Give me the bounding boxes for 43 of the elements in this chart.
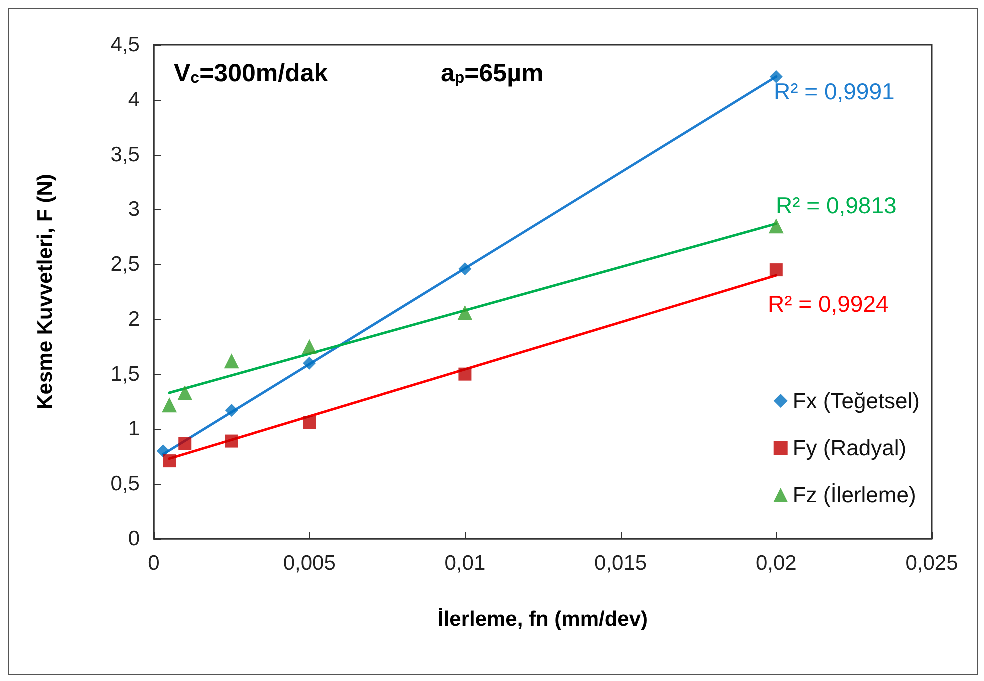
point xyxy=(178,385,193,400)
point xyxy=(458,368,472,381)
point xyxy=(178,436,192,450)
series-label: R² = 0,9991 xyxy=(774,78,895,104)
point xyxy=(303,356,316,370)
y-tick-label: 4 xyxy=(128,88,140,112)
x-tick-label: 0,025 xyxy=(906,552,958,575)
x-tick-label: 0 xyxy=(148,552,160,575)
x-tick-label: 0,01 xyxy=(444,552,486,575)
point xyxy=(156,444,170,458)
point xyxy=(770,264,783,277)
x-tick-label: 0,02 xyxy=(756,552,797,575)
point xyxy=(162,398,178,413)
y-tick-label: 1 xyxy=(128,418,140,441)
y-axis-title: Kesme Kuvvetleri, F (N) xyxy=(34,174,57,410)
point xyxy=(458,262,472,276)
x-tick-label: 0,005 xyxy=(283,552,336,575)
legend-label: Fx (Teğetsel) xyxy=(792,388,920,414)
point xyxy=(303,416,316,430)
annotation: Vc=300m/dak xyxy=(174,60,328,88)
point xyxy=(225,404,238,418)
y-tick-label: 3 xyxy=(128,198,140,222)
point xyxy=(770,70,783,84)
point xyxy=(768,218,784,234)
annotation: ap=65µm xyxy=(441,60,544,88)
point xyxy=(163,454,176,468)
point xyxy=(224,354,240,369)
y-tick-label: 3,5 xyxy=(110,143,140,166)
y-tick-label: 2 xyxy=(128,308,140,331)
point xyxy=(225,434,238,448)
y-tick-label: 1,5 xyxy=(110,362,140,386)
x-tick-label: 0,015 xyxy=(594,552,648,575)
legend-label: Fy (Radyal) xyxy=(792,436,907,460)
series-label: R² = 0,9924 xyxy=(768,291,890,318)
point xyxy=(458,305,473,320)
series-label: R² = 0,9813 xyxy=(776,192,897,218)
y-tick-label: 0 xyxy=(128,528,140,550)
y-tick-label: 0,5 xyxy=(110,472,140,496)
x-axis-title: İlerleme, fn (mm/dev) xyxy=(438,608,648,631)
y-tick-label: 4,5 xyxy=(110,34,140,56)
legend-label: Fz (İlerleme) xyxy=(792,482,916,508)
y-tick-label: 2,5 xyxy=(110,253,140,276)
point xyxy=(302,339,318,354)
